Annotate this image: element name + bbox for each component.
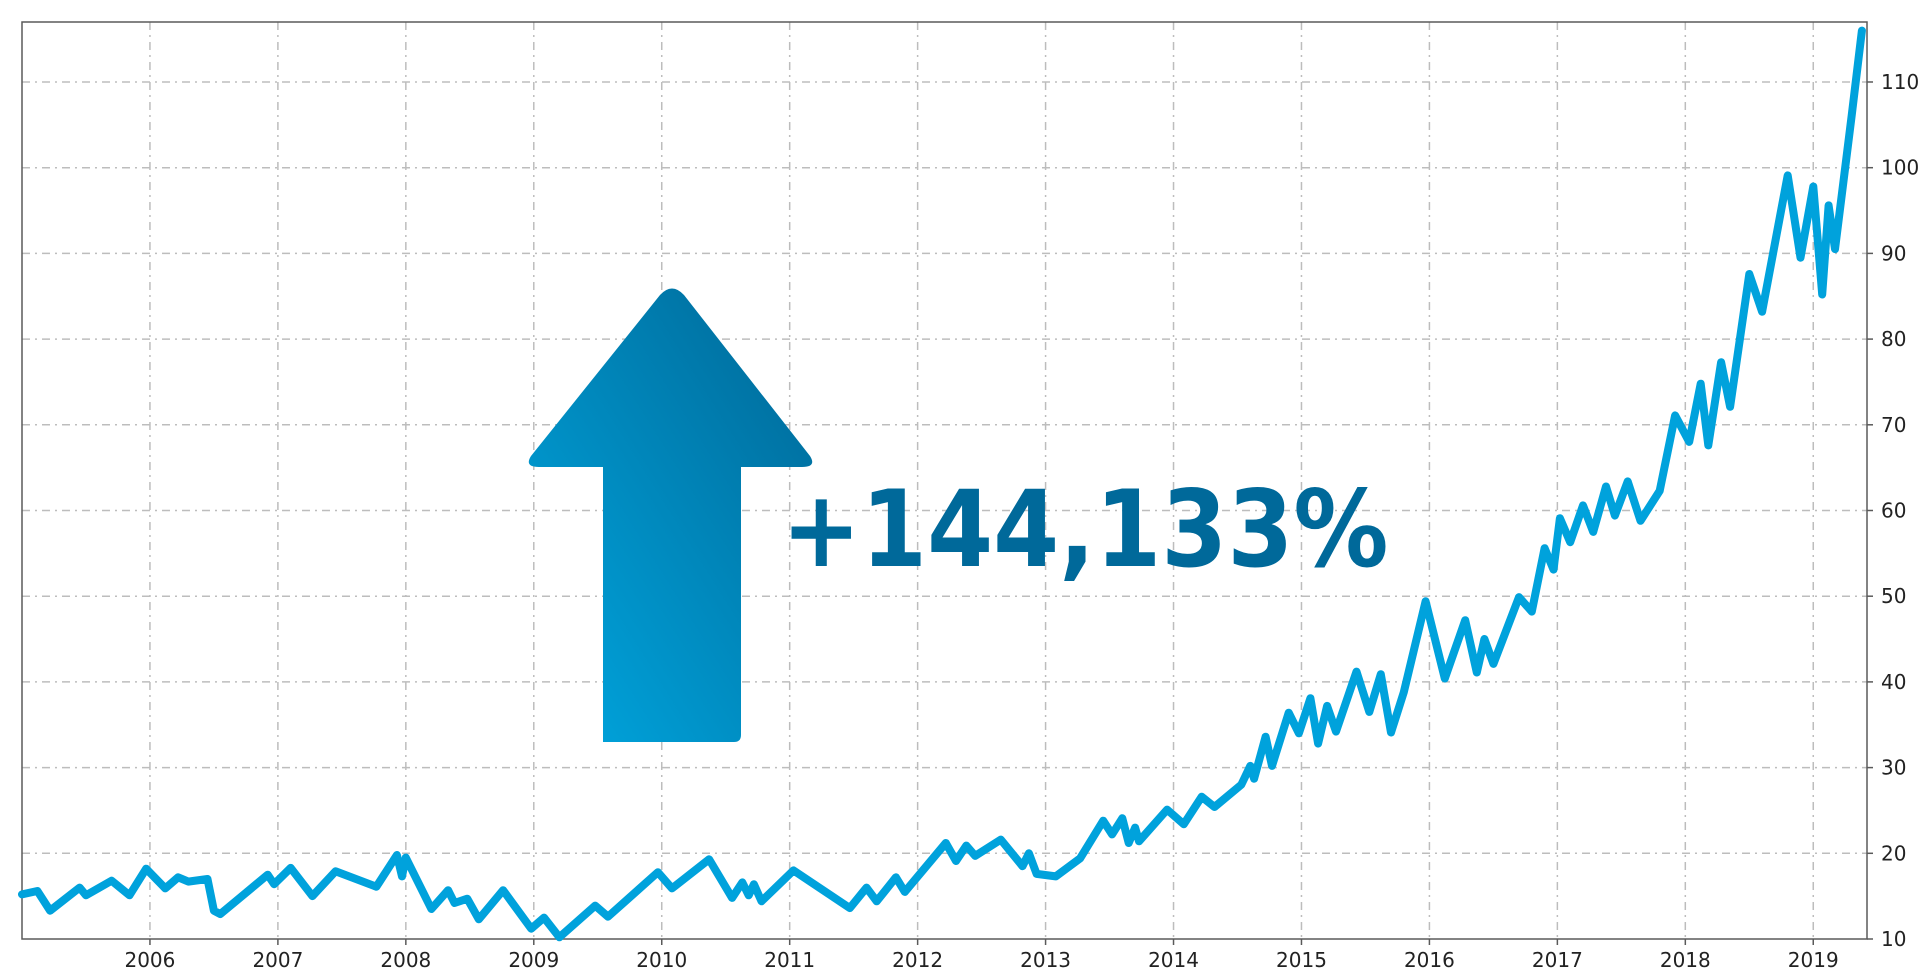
x-tick-label: 2015 [1276,948,1327,972]
x-tick-label: 2006 [124,948,175,972]
y-tick-label: 60 [1881,498,1906,522]
y-tick-label: 50 [1881,584,1906,608]
y-tick-label: 20 [1881,841,1906,865]
y-tick-label: 10 [1881,927,1906,951]
growth-callout: +144,133% [528,288,1389,742]
x-grid [149,22,1815,939]
y-tick-label: 40 [1881,670,1906,694]
x-tick-label: 2007 [252,948,303,972]
x-tick-label: 2011 [764,948,815,972]
x-tick-label: 2019 [1788,948,1839,972]
up-arrow-icon [528,288,813,742]
y-tick-label: 80 [1881,327,1906,351]
y-tick-label: 70 [1881,413,1906,437]
y-grid [22,81,1867,855]
x-tick-label: 2017 [1532,948,1583,972]
growth-percentage: +144,133% [782,468,1389,591]
x-tick-label: 2014 [1148,948,1199,972]
plot-frame [21,21,1868,940]
series-line [18,26,1866,942]
x-axis-ticks: 2006 2007 2008 2009 2010 2011 2012 2013 2014 2015… [124,939,1839,972]
x-tick-label: 2013 [1020,948,1071,972]
y-tick-label: 110 [1881,70,1919,94]
x-tick-label: 2016 [1404,948,1455,972]
y-axis-ticks: 10 20 30 40 50 60 70 80 90 100 110 [1867,70,1919,951]
x-tick-label: 2009 [508,948,559,972]
x-tick-label: 2018 [1660,948,1711,972]
y-tick-label: 30 [1881,756,1906,780]
y-tick-label: 90 [1881,241,1906,265]
x-tick-label: 2008 [380,948,431,972]
y-tick-label: 100 [1881,156,1919,180]
x-tick-label: 2012 [892,948,943,972]
x-tick-label: 2010 [636,948,687,972]
